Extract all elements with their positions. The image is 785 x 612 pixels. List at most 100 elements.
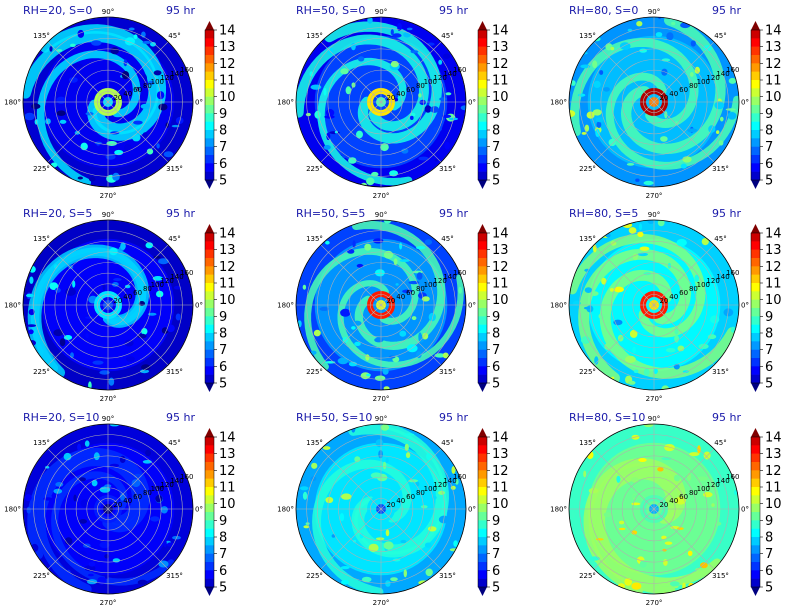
radial-label: 40 xyxy=(669,90,678,98)
colorbar-segment xyxy=(751,324,760,334)
convective-cell xyxy=(586,111,595,119)
grid-spoke xyxy=(47,448,109,510)
angle-label: 45° xyxy=(441,235,453,243)
convective-cell xyxy=(380,143,389,152)
colorbar-segment xyxy=(205,113,214,122)
spiral-band xyxy=(620,17,726,155)
convective-cell xyxy=(710,315,720,324)
convective-cell xyxy=(146,148,154,155)
colorbar-segment xyxy=(751,266,760,275)
colorbar-segment xyxy=(751,105,760,114)
angle-label: 315° xyxy=(166,572,183,580)
convective-cell xyxy=(375,269,385,277)
convective-cell xyxy=(595,117,605,123)
grid-spoke xyxy=(320,448,382,510)
colorbar-extend-min xyxy=(205,383,214,392)
convective-cell xyxy=(410,115,414,120)
convective-cell xyxy=(374,375,386,381)
convective-cell xyxy=(687,550,693,556)
colorbar-tick-label: 8 xyxy=(492,531,500,546)
colorbar-segment xyxy=(205,291,214,300)
convective-cell xyxy=(380,424,390,431)
convective-cell xyxy=(613,286,625,293)
angle-label: 45° xyxy=(168,32,180,40)
radial-label: 100 xyxy=(424,78,437,86)
convective-cell xyxy=(29,276,34,284)
colorbar-segment xyxy=(205,374,214,384)
radial-label: 160 xyxy=(180,473,193,481)
colorbar-extend-max xyxy=(205,224,214,233)
radial-label: 20 xyxy=(386,94,395,102)
radial-label: 20 xyxy=(113,297,122,305)
colorbar-segment xyxy=(478,308,487,317)
radial-label: 20 xyxy=(659,501,668,509)
colorbar-tick-label: 13 xyxy=(219,447,236,462)
convective-cell xyxy=(128,27,135,31)
colorbar-tick-label: 8 xyxy=(219,531,227,546)
colorbar-segment xyxy=(751,30,760,39)
convective-cell xyxy=(53,329,64,337)
convective-cell xyxy=(340,308,351,317)
convective-cell xyxy=(302,284,307,290)
colorbar-tick-label: 7 xyxy=(492,140,500,155)
colorbar-frame xyxy=(204,436,215,588)
colorbar-segment xyxy=(751,470,760,479)
radial-label: 40 xyxy=(669,497,678,505)
convective-cell xyxy=(586,451,594,459)
grid-spoke xyxy=(320,508,382,570)
colorbar-frame xyxy=(204,29,215,181)
convective-cell xyxy=(120,493,125,501)
angle-label: 270° xyxy=(100,599,117,607)
colorbar-segment xyxy=(478,274,487,284)
spiral-band xyxy=(23,31,160,135)
colorbar-segment xyxy=(751,462,760,471)
convective-cell xyxy=(89,176,96,182)
convective-cell xyxy=(26,293,34,298)
angle-label: 225° xyxy=(579,368,596,376)
colorbar-segment xyxy=(478,241,487,250)
colorbar-segment xyxy=(751,316,760,325)
convective-cell xyxy=(158,103,168,111)
grid-spoke xyxy=(107,508,169,570)
convective-cell xyxy=(646,567,653,571)
convective-cell xyxy=(354,341,361,346)
colorbar-tick-label: 7 xyxy=(492,343,500,358)
grid-spoke xyxy=(107,244,169,306)
convective-cell xyxy=(718,140,724,146)
convective-cell xyxy=(714,101,725,110)
colorbar-tick-label: 10 xyxy=(219,90,236,105)
convective-cell xyxy=(348,157,357,164)
convective-cell xyxy=(300,486,309,491)
colorbar-tick-label: 9 xyxy=(765,107,773,122)
colorbar-tick-label: 14 xyxy=(219,24,236,39)
colorbar-segment xyxy=(478,266,487,275)
convective-cell xyxy=(77,176,84,180)
radial-label: 100 xyxy=(697,78,710,86)
convective-cell xyxy=(438,490,445,495)
convective-cell xyxy=(175,313,181,321)
colorbar-tick-label: 5 xyxy=(219,174,227,189)
colorbar-segment xyxy=(205,249,214,259)
convective-cell xyxy=(643,180,654,186)
convective-cell xyxy=(361,576,372,583)
convective-cell xyxy=(675,496,686,505)
angle-label: 225° xyxy=(33,572,50,580)
convective-cell xyxy=(682,370,689,373)
colorbar-segment xyxy=(478,88,487,97)
convective-cell xyxy=(661,68,668,76)
radial-label: 60 xyxy=(679,289,688,297)
colorbar-tick-label: 8 xyxy=(492,124,500,139)
colorbar-frame xyxy=(750,232,761,384)
grid-spoke xyxy=(47,101,109,163)
grid-spoke xyxy=(593,101,655,163)
convective-cell xyxy=(351,326,356,330)
radial-label: 40 xyxy=(123,497,132,505)
angle-label: 45° xyxy=(714,235,726,243)
convective-cell xyxy=(419,99,427,105)
colorbar-tick-label: 11 xyxy=(219,74,236,89)
convective-cell xyxy=(397,23,402,31)
colorbar-tick-label: 10 xyxy=(492,293,509,308)
convective-cell xyxy=(720,116,724,122)
grid-spoke xyxy=(107,304,169,366)
